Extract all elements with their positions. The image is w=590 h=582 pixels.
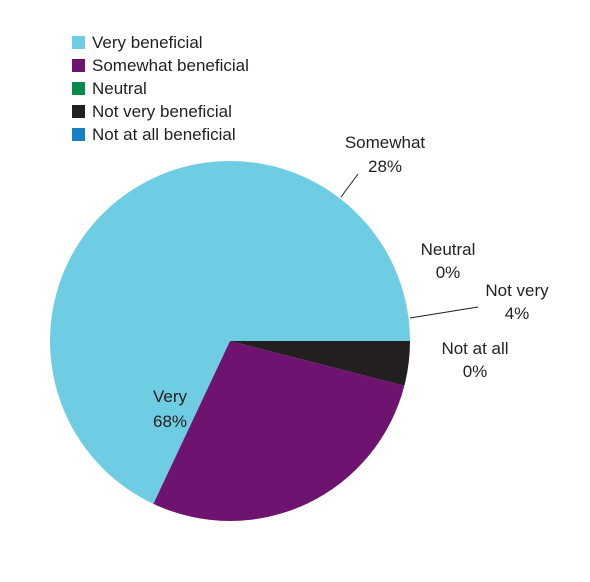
leader-line-not-very <box>409 306 479 319</box>
pie-slices <box>50 161 410 521</box>
legend-label: Not at all beneficial <box>92 125 236 144</box>
legend-swatch <box>72 59 85 72</box>
legend-item-not-at-all-beneficial: Not at all beneficial <box>72 123 249 146</box>
leader-lines <box>340 173 479 319</box>
pie-slice-not-very <box>230 341 410 386</box>
pie-slice-somewhat <box>153 341 405 521</box>
legend-swatch <box>72 82 85 95</box>
slice-value-somewhat: 28% <box>368 157 402 176</box>
slice-value-not-very: 4% <box>505 304 530 323</box>
legend-item-not-very-beneficial: Not very beneficial <box>72 100 249 123</box>
pie-slice-very <box>50 161 410 504</box>
legend-swatch <box>72 105 85 118</box>
slice-labels: Somewhat 28% Neutral 0% Not very 4% Not … <box>153 133 549 431</box>
slice-value-neutral: 0% <box>436 263 461 282</box>
legend-label: Very beneficial <box>92 33 203 52</box>
slice-label-very: Very <box>153 387 188 406</box>
legend-label: Neutral <box>92 79 147 98</box>
legend-item-somewhat-beneficial: Somewhat beneficial <box>72 54 249 77</box>
slice-label-not-very: Not very <box>485 281 549 300</box>
leader-line-somewhat <box>340 173 359 198</box>
legend-item-neutral: Neutral <box>72 77 249 100</box>
chart-legend: Very beneficial Somewhat beneficial Neut… <box>72 31 249 146</box>
legend-item-very-beneficial: Very beneficial <box>72 31 249 54</box>
slice-value-not-at-all: 0% <box>463 362 488 381</box>
slice-label-somewhat: Somewhat <box>345 133 426 152</box>
slice-label-neutral: Neutral <box>421 240 476 259</box>
legend-swatch <box>72 36 85 49</box>
slice-label-not-at-all: Not at all <box>441 339 508 358</box>
legend-label: Somewhat beneficial <box>92 56 249 75</box>
slice-value-very: 68% <box>153 412 187 431</box>
legend-swatch <box>72 128 85 141</box>
legend-label: Not very beneficial <box>92 102 232 121</box>
